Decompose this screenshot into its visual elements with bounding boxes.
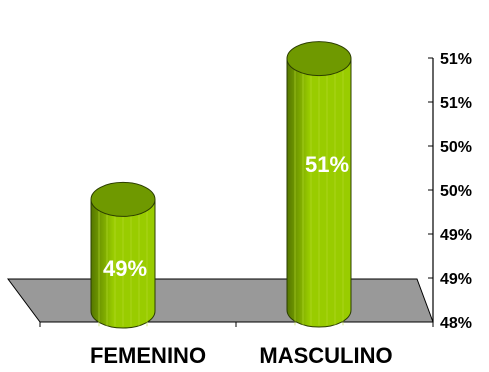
bar-masculino: 51% xyxy=(286,41,352,328)
data-label: 51% xyxy=(305,152,349,177)
y-tick-label: 49% xyxy=(440,271,472,288)
bar-femenino: 49% xyxy=(90,181,156,329)
bar-top xyxy=(90,181,156,217)
category-label-femenino: FEMENINO xyxy=(90,343,206,367)
bar-top xyxy=(286,41,352,77)
data-label: 49% xyxy=(103,256,147,281)
category-label-masculino: MASCULINO xyxy=(259,343,392,367)
y-tick-label: 51% xyxy=(440,95,472,112)
y-tick-label: 50% xyxy=(440,139,472,156)
y-tick-label: 51% xyxy=(440,51,472,68)
y-tick-label: 49% xyxy=(440,227,472,244)
y-axis-ticks: 48% 49% 49% 50% 50% 51% 51% xyxy=(428,51,472,332)
y-tick-label: 48% xyxy=(440,315,472,332)
bars: 49% 51% xyxy=(90,41,352,329)
chart-floor xyxy=(7,278,434,323)
y-tick-label: 50% xyxy=(440,183,472,200)
